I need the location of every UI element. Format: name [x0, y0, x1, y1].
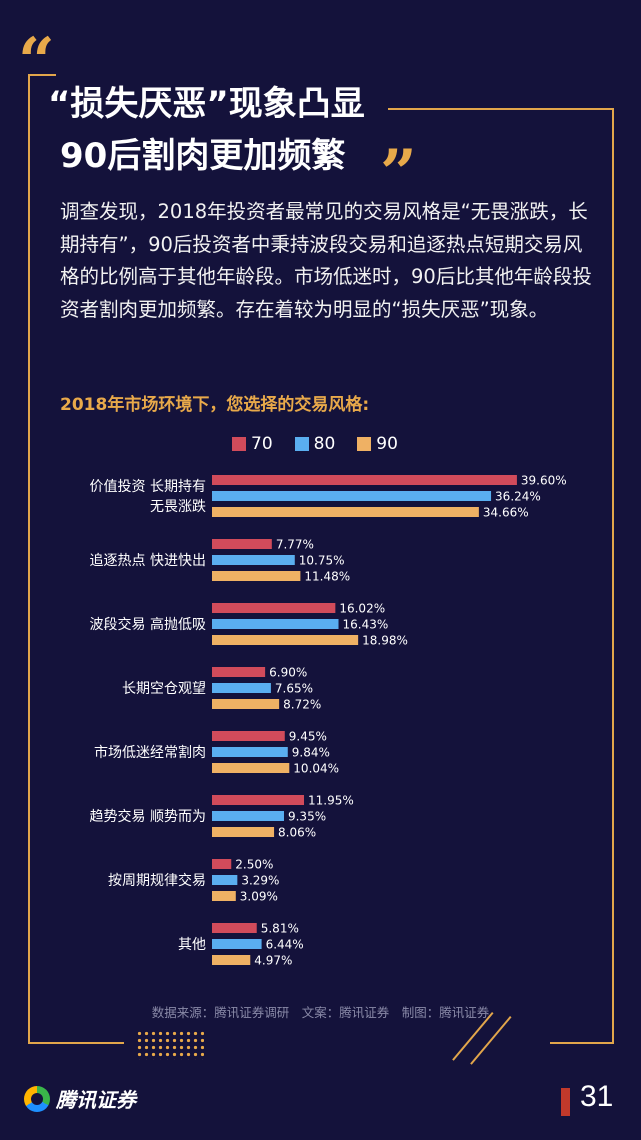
chart-legend: 70 80 90 [232, 434, 398, 454]
data-label: 11.95% [308, 794, 354, 808]
page-title-line-1: “损失厌恶”现象凸显 [48, 84, 365, 124]
slash-line-2 [470, 1016, 512, 1065]
bar-70 [212, 475, 517, 485]
data-label: 4.97% [254, 954, 292, 968]
bar-80 [212, 619, 339, 629]
close-quote-mark: ” [380, 136, 417, 211]
page-title-line-2: 90后割肉更加频繁 [60, 136, 346, 176]
data-label: 9.35% [288, 810, 326, 824]
category-label: 价值投资 长期持有 [90, 479, 206, 495]
bar-90 [212, 827, 275, 837]
data-label: 7.77% [276, 538, 314, 552]
bar-70 [212, 603, 336, 613]
legend-swatch-80 [294, 437, 309, 451]
data-label: 34.66% [483, 506, 529, 520]
category-label: 其他 [178, 937, 206, 953]
bar-70 [212, 539, 272, 549]
frame-bottom-right [550, 1042, 614, 1044]
chart-title: 2018年市场环境下，您选择的交易风格: [60, 395, 370, 415]
brand: 腾讯证券 [24, 1084, 136, 1113]
bar-70 [212, 667, 266, 677]
data-label: 6.44% [266, 938, 304, 952]
bar-90 [212, 891, 236, 901]
category-label: 波段交易 高抛低吸 [90, 616, 206, 633]
legend-label-80: 80 [313, 434, 336, 454]
category-label: 追逐热点 快进快出 [90, 553, 206, 569]
data-label: 9.45% [289, 730, 327, 744]
frame-right [612, 108, 614, 1044]
brand-logo-icon [24, 1085, 50, 1112]
bar-80 [212, 747, 288, 757]
bar-90 [212, 507, 479, 517]
legend-label-70: 70 [251, 434, 273, 454]
bar-80 [212, 555, 295, 565]
category-label: 趋势交易 顺势而为 [90, 808, 206, 825]
category-label: 市场低迷经常割肉 [94, 744, 206, 761]
data-label: 3.29% [241, 874, 279, 888]
bar-70 [212, 731, 285, 741]
page-marker [561, 1088, 570, 1116]
bar-90 [212, 571, 301, 581]
legend-swatch-70 [232, 437, 246, 451]
bar-70 [212, 795, 305, 805]
frame-bottom-left [28, 1042, 124, 1044]
bar-90 [212, 699, 280, 709]
bar-90 [212, 635, 359, 645]
bar-90 [212, 955, 251, 965]
dot-pattern [136, 1030, 204, 1060]
data-label: 7.65% [275, 682, 313, 696]
data-label: 39.60% [521, 474, 567, 488]
data-label: 16.02% [339, 602, 385, 616]
bar-80 [212, 683, 271, 693]
source-note: 数据来源：腾讯证券调研 文案：腾讯证券 制图：腾讯证券 [151, 1005, 490, 1020]
data-label: 10.75% [299, 554, 345, 568]
category-label: 长期空仓观望 [122, 681, 206, 697]
bar-70 [212, 859, 232, 869]
bar-80 [212, 811, 284, 821]
data-label: 18.98% [362, 634, 408, 648]
bar-80 [212, 491, 492, 501]
page-number: 31 [580, 1080, 614, 1113]
data-label: 36.24% [495, 490, 541, 504]
frame-top-left [28, 74, 56, 76]
data-label: 2.50% [235, 858, 273, 872]
data-label: 8.06% [278, 826, 316, 840]
bar-80 [212, 939, 262, 949]
bar-90 [212, 763, 290, 773]
frame-left [28, 74, 30, 1044]
frame-top-right [388, 108, 614, 110]
brand-name: 腾讯证券 [56, 1088, 136, 1112]
open-quote-mark: “ [18, 24, 55, 99]
data-label: 11.48% [304, 570, 350, 584]
data-label: 5.81% [261, 922, 299, 936]
intro-paragraph: 调查发现，2018年投资者最常见的交易风格是“无畏涨跌，长期持有”，90后投资者… [60, 200, 592, 321]
bar-80 [212, 875, 238, 885]
legend-item-70: 70 [232, 434, 273, 454]
legend-swatch-90 [357, 437, 372, 451]
data-label: 16.43% [343, 618, 389, 632]
data-label: 9.84% [292, 746, 330, 760]
category-label: 按周期规律交易 [108, 872, 206, 889]
bar-70 [212, 923, 257, 933]
data-label: 8.72% [283, 698, 321, 712]
legend-label-90: 90 [376, 434, 398, 454]
data-label: 10.04% [293, 762, 339, 776]
data-label: 3.09% [240, 890, 278, 904]
legend-item-80: 80 [294, 434, 336, 454]
legend-item-90: 90 [357, 434, 398, 454]
category-label: 无畏涨跌 [150, 499, 206, 515]
data-label: 6.90% [269, 666, 307, 680]
